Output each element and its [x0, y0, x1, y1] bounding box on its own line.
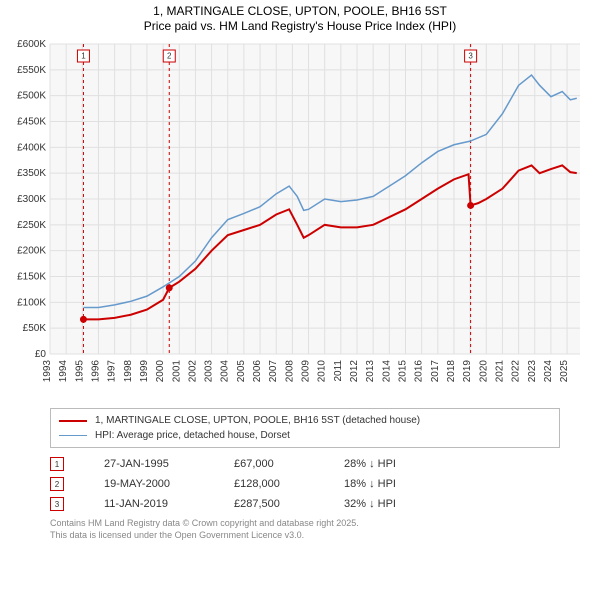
svg-text:2007: 2007 [268, 360, 279, 383]
svg-text:2000: 2000 [155, 360, 166, 383]
sale-hpi-delta: 28% ↓ HPI [344, 458, 434, 470]
legend-label: 1, MARTINGALE CLOSE, UPTON, POOLE, BH16 … [95, 413, 420, 428]
svg-text:2006: 2006 [252, 360, 263, 383]
svg-text:2003: 2003 [204, 360, 215, 383]
svg-text:1998: 1998 [123, 360, 134, 383]
svg-text:2001: 2001 [171, 360, 182, 383]
svg-text:2011: 2011 [333, 360, 344, 382]
page-root: 1, MARTINGALE CLOSE, UPTON, POOLE, BH16 … [0, 0, 600, 541]
title-line-2: Price paid vs. HM Land Registry's House … [0, 19, 600, 34]
title-line-1: 1, MARTINGALE CLOSE, UPTON, POOLE, BH16 … [0, 4, 600, 19]
svg-text:£600K: £600K [17, 39, 46, 50]
svg-text:2014: 2014 [381, 360, 392, 383]
legend-item: 1, MARTINGALE CLOSE, UPTON, POOLE, BH16 … [59, 413, 551, 428]
svg-text:2024: 2024 [543, 360, 554, 383]
sale-price: £128,000 [234, 478, 304, 490]
svg-text:£250K: £250K [17, 220, 46, 231]
svg-text:£50K: £50K [23, 323, 47, 334]
sale-hpi-delta: 32% ↓ HPI [344, 498, 434, 510]
sale-marker-badge: 1 [50, 457, 64, 471]
svg-text:2005: 2005 [236, 360, 247, 383]
svg-text:£350K: £350K [17, 168, 46, 179]
sale-row: 3 11-JAN-2019 £287,500 32% ↓ HPI [50, 494, 560, 514]
svg-text:2021: 2021 [494, 360, 505, 383]
svg-text:2004: 2004 [220, 360, 231, 383]
svg-text:£450K: £450K [17, 117, 46, 128]
svg-text:£550K: £550K [17, 65, 46, 76]
svg-text:£500K: £500K [17, 91, 46, 102]
sale-price: £287,500 [234, 498, 304, 510]
legend: 1, MARTINGALE CLOSE, UPTON, POOLE, BH16 … [50, 408, 560, 448]
footer-note: Contains HM Land Registry data © Crown c… [50, 518, 560, 541]
svg-text:1994: 1994 [58, 360, 69, 383]
svg-text:2018: 2018 [446, 360, 457, 383]
svg-text:2025: 2025 [559, 360, 570, 383]
svg-text:£400K: £400K [17, 142, 46, 153]
svg-text:1996: 1996 [90, 360, 101, 383]
svg-text:1: 1 [81, 52, 86, 61]
legend-label: HPI: Average price, detached house, Dors… [95, 428, 290, 443]
sale-marker-badge: 2 [50, 477, 64, 491]
svg-text:1999: 1999 [139, 360, 150, 383]
svg-text:1993: 1993 [42, 360, 53, 383]
svg-text:2022: 2022 [511, 360, 522, 383]
sale-date: 27-JAN-1995 [104, 458, 194, 470]
svg-text:2010: 2010 [317, 360, 328, 383]
svg-text:2020: 2020 [478, 360, 489, 383]
legend-item: HPI: Average price, detached house, Dors… [59, 428, 551, 443]
svg-text:£150K: £150K [17, 272, 46, 283]
svg-text:2013: 2013 [365, 360, 376, 383]
svg-text:£0: £0 [35, 349, 47, 360]
svg-text:1995: 1995 [74, 360, 85, 383]
svg-text:2015: 2015 [397, 360, 408, 383]
svg-text:£300K: £300K [17, 194, 46, 205]
sale-row: 2 19-MAY-2000 £128,000 18% ↓ HPI [50, 474, 560, 494]
sales-table: 1 27-JAN-1995 £67,000 28% ↓ HPI 2 19-MAY-2000… [50, 454, 560, 514]
svg-text:3: 3 [468, 52, 473, 61]
sale-date: 19-MAY-2000 [104, 478, 194, 490]
svg-text:2016: 2016 [414, 360, 425, 383]
chart-title-block: 1, MARTINGALE CLOSE, UPTON, POOLE, BH16 … [0, 0, 600, 34]
svg-text:2019: 2019 [462, 360, 473, 383]
svg-text:2023: 2023 [527, 360, 538, 383]
svg-text:1997: 1997 [107, 360, 118, 383]
sale-row: 1 27-JAN-1995 £67,000 28% ↓ HPI [50, 454, 560, 474]
footer-line-1: Contains HM Land Registry data © Crown c… [50, 518, 560, 530]
svg-text:£100K: £100K [17, 297, 46, 308]
sale-hpi-delta: 18% ↓ HPI [344, 478, 434, 490]
svg-text:2002: 2002 [187, 360, 198, 383]
legend-swatch [59, 435, 87, 437]
price-chart-svg: £0 £50K £100K £150K £200K £250K £300K £350K £400… [0, 34, 600, 404]
svg-text:2012: 2012 [349, 360, 360, 383]
chart-area: £0 £50K £100K £150K £200K £250K £300K £350K £400… [0, 34, 600, 404]
sale-price: £67,000 [234, 458, 304, 470]
svg-text:2: 2 [167, 52, 172, 61]
svg-text:£200K: £200K [17, 246, 46, 257]
svg-text:2017: 2017 [430, 360, 441, 383]
legend-swatch [59, 420, 87, 422]
svg-text:2009: 2009 [301, 360, 312, 383]
footer-line-2: This data is licensed under the Open Gov… [50, 530, 560, 542]
sale-date: 11-JAN-2019 [104, 498, 194, 510]
svg-text:2008: 2008 [284, 360, 295, 383]
sale-marker-badge: 3 [50, 497, 64, 511]
